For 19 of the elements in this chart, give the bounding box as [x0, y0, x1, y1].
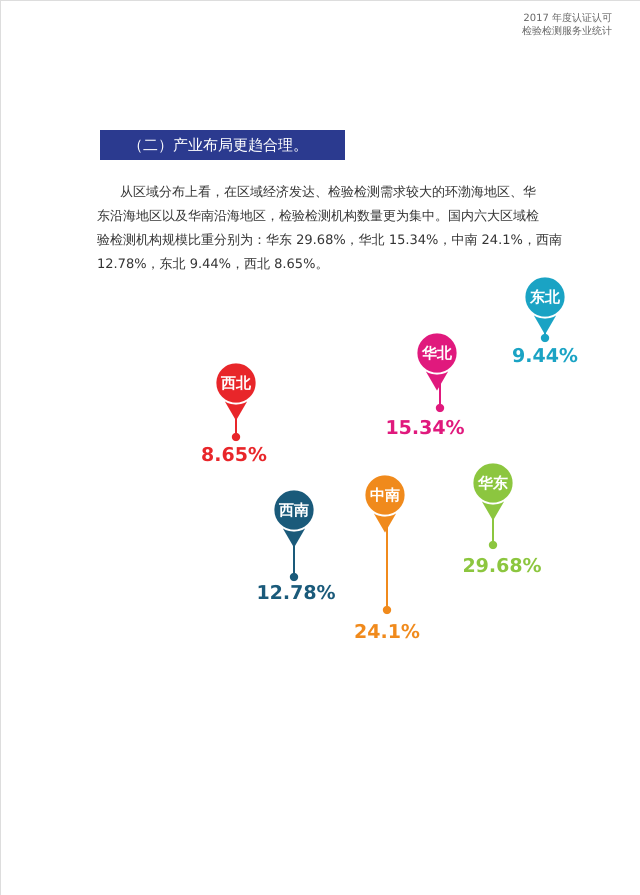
text: 2017 年度认证认可	[523, 12, 612, 24]
category-label: 中南	[370, 486, 400, 504]
data-label: 8.65%	[201, 444, 267, 466]
text: 从区域分布上看，在区域经济发达、检验检测需求较大的环渤海地区、华	[120, 185, 536, 200]
text: 验检测机构规模比重分别为：华东 29.68%，华北 15.34%，中南 24.1%，西南	[97, 233, 562, 248]
text: 东沿海地区以及华南沿海地区，检验检测机构数量更为集中。国内六大区域检	[97, 209, 539, 224]
data-label: 29.68%	[462, 555, 542, 577]
category-label: 华北	[421, 344, 453, 362]
category-label: 西南	[278, 501, 309, 519]
data-label: 9.44%	[512, 345, 578, 367]
text: （二）产业布局更趋合理。	[128, 136, 308, 154]
text: 12.78%，东北 9.44%，西北 8.65%。	[97, 257, 328, 272]
category-label: 华东	[477, 474, 508, 492]
text: 检验检测服务业统计	[522, 25, 612, 37]
category-label: 东北	[529, 288, 561, 306]
data-label: 24.1%	[354, 621, 420, 643]
category-label: 西北	[220, 374, 252, 392]
data-label: 15.34%	[385, 417, 465, 439]
data-label: 12.78%	[256, 582, 336, 604]
